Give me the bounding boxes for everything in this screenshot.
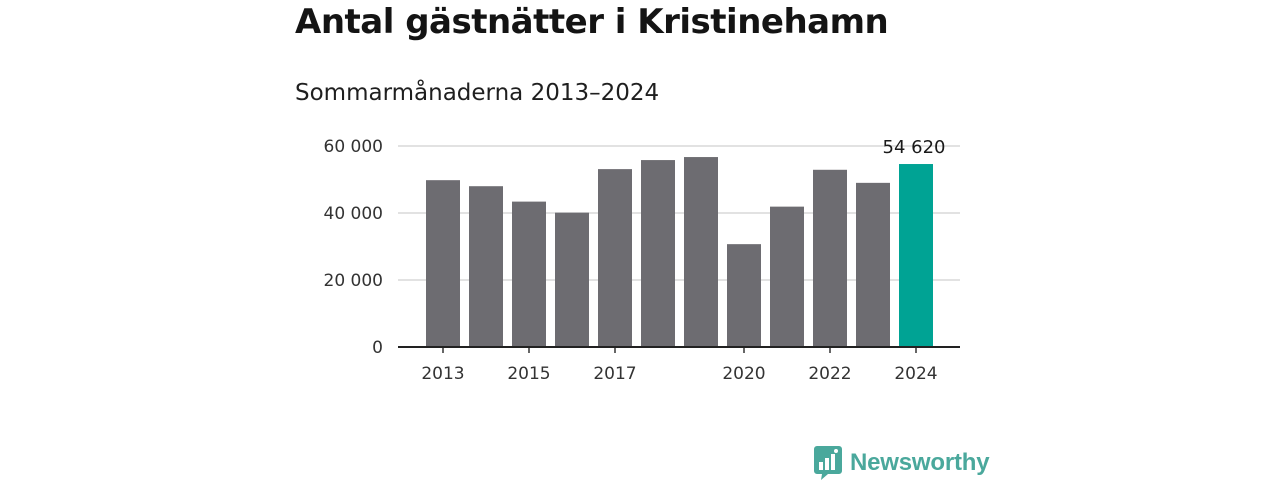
bar — [770, 206, 804, 347]
annotations: 54 620 — [883, 137, 946, 158]
y-axis-tick-labels: 0 20 000 40 000 60 000 — [324, 137, 383, 358]
bar — [856, 182, 890, 347]
bar — [426, 180, 460, 347]
x-tick-label: 2022 — [808, 364, 851, 384]
x-tick-label: 2020 — [722, 364, 765, 384]
bar — [555, 212, 589, 347]
x-tick-label: 2024 — [894, 364, 937, 384]
bars — [426, 157, 933, 347]
x-tick-label: 2017 — [593, 364, 636, 384]
y-tick-label: 0 — [372, 338, 383, 358]
x-tick-label: 2015 — [507, 364, 550, 384]
y-tick-label: 60 000 — [324, 137, 383, 157]
chart-subtitle: Sommarmånaderna 2013–2024 — [295, 80, 660, 106]
x-tick-label: 2013 — [421, 364, 464, 384]
data-label: 54 620 — [883, 137, 946, 158]
newsworthy-chart-bubble-icon — [814, 446, 842, 480]
y-tick-label: 20 000 — [324, 271, 383, 291]
bar — [813, 169, 847, 347]
y-tick-label: 40 000 — [324, 204, 383, 224]
bar — [641, 160, 675, 347]
x-axis-ticks: 2013 2015 2017 2020 2022 2024 — [421, 347, 938, 384]
bar — [469, 186, 503, 347]
bar — [512, 201, 546, 347]
bar — [598, 169, 632, 347]
brand-name: Newsworthy — [850, 449, 990, 476]
bar — [684, 157, 718, 347]
newsworthy-logo: Newsworthy — [814, 446, 990, 480]
bar — [727, 244, 761, 347]
chart-title: Antal gästnätter i Kristinehamn — [295, 2, 889, 42]
bar — [899, 164, 933, 347]
